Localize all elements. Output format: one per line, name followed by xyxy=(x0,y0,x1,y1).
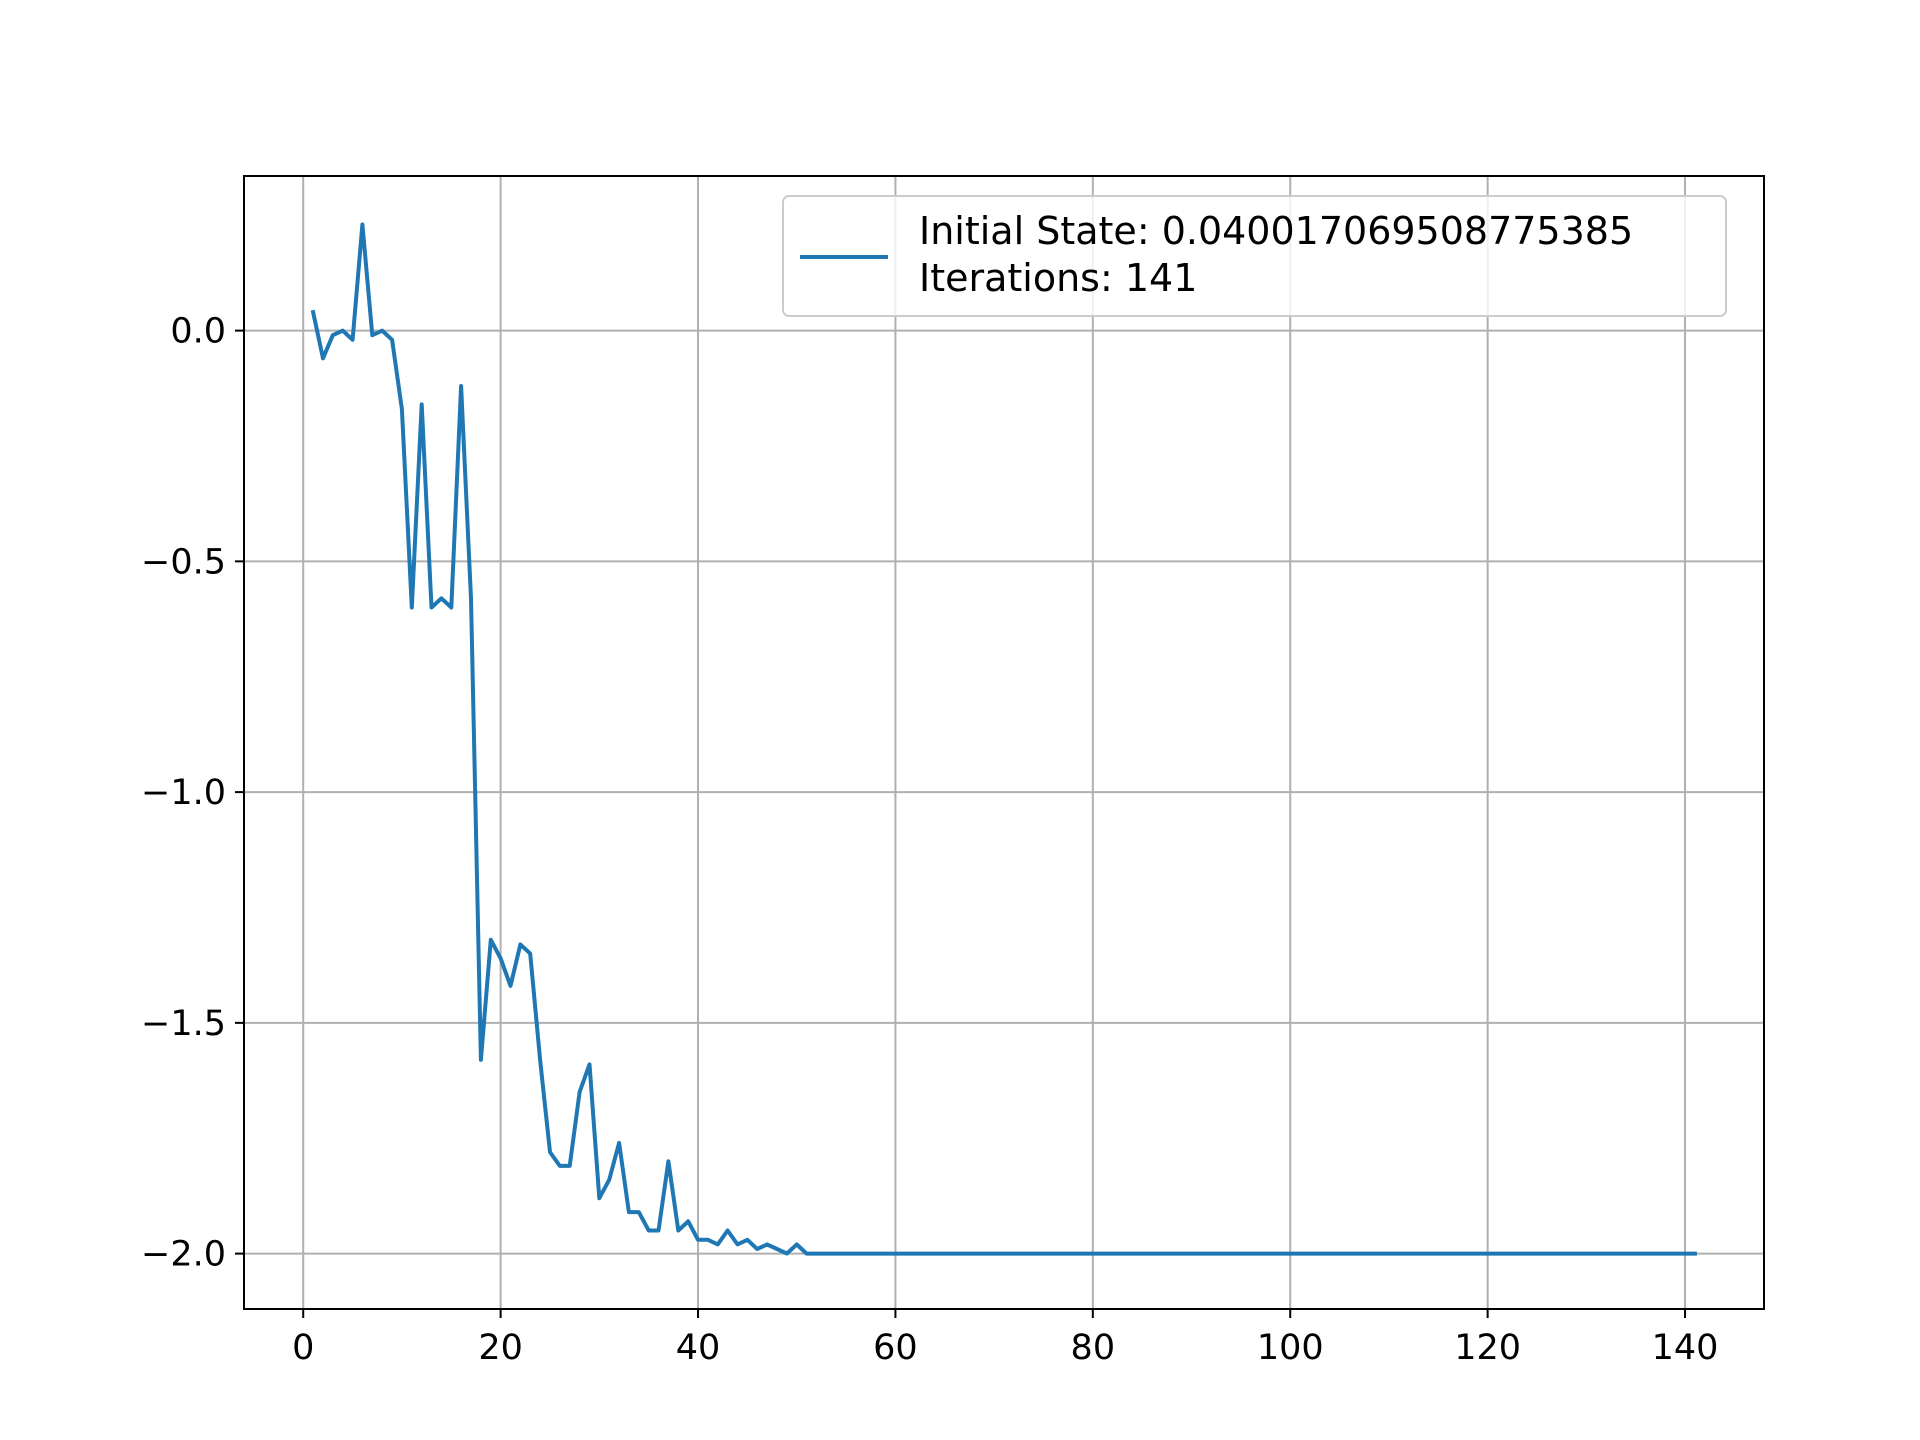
y-tick-label: −1.0 xyxy=(141,773,226,813)
x-tick-label: 20 xyxy=(478,1328,523,1368)
legend-label-iterations: Iterations: 141 xyxy=(919,256,1197,300)
x-tick-label: 140 xyxy=(1652,1328,1719,1368)
legend-label-initial-state: Initial State: 0.04001706950877538​5 xyxy=(919,209,1633,253)
legend: Initial State: 0.04001706950877538​5 Ite… xyxy=(782,195,1727,317)
x-tick-label: 100 xyxy=(1257,1328,1324,1368)
x-tick-label: 60 xyxy=(873,1328,918,1368)
y-tick-label: −1.5 xyxy=(141,1004,226,1044)
x-tick-label: 0 xyxy=(292,1328,314,1368)
series-layer xyxy=(310,222,1697,1256)
x-tick-label: 80 xyxy=(1071,1328,1116,1368)
y-tick-label: −0.5 xyxy=(141,542,226,582)
series-line xyxy=(310,222,1697,1256)
grid-lines xyxy=(244,176,1764,1309)
x-tick-label: 120 xyxy=(1454,1328,1521,1368)
axis-ticks: 0 20 40 60 80 100 120 140 0.0 −0.5 −1.0 −1.5 −2.0 xyxy=(141,312,1718,1368)
legend-box xyxy=(782,195,1727,317)
plot-frame xyxy=(243,175,1765,1310)
x-tick-label: 40 xyxy=(676,1328,721,1368)
y-tick-label: 0.0 xyxy=(170,312,226,352)
y-tick-label: −2.0 xyxy=(141,1235,226,1275)
